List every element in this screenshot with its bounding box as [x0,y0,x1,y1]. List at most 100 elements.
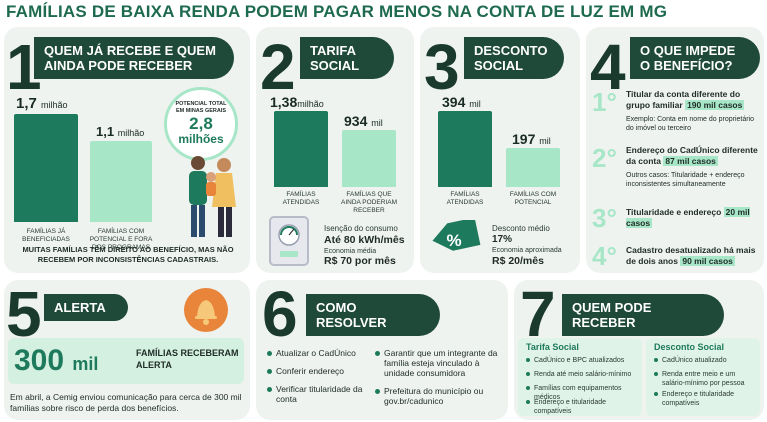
exempt-value: Até 80 kWh/mês [324,234,405,246]
section-4-panel: 4 O QUE IMPEDE O BENEFÍCIO? 1° Titular d… [586,27,764,273]
page-title: FAMÍLIAS DE BAIXA RENDA PODEM PAGAR MENO… [6,2,668,21]
bar-value: 934 mil [344,113,383,129]
potential-unit: milhões [178,132,224,146]
reason-text: Cadastro desatualizado há mais de dois a… [626,245,756,266]
reason-text: Titularidade e endereço [626,207,722,217]
criterion: Endereço e titularidade compatíveis [526,398,638,416]
potential-circle: POTENCIAL TOTAL EM MINAS GERAIS 2,8 milh… [164,87,238,161]
section-6-panel: 6 COMO RESOLVER Atualizar o CadÚnico Con… [256,280,508,420]
section-number: 6 [262,280,298,350]
value-number: 1,7 [16,95,37,112]
reason-count: 87 mil casos [663,156,718,166]
svg-text:%: % [446,231,461,250]
bar-caption: FAMÍLIAS ATENDIDAS [282,191,320,206]
solution-item: Garantir que um integrante da família es… [375,348,502,378]
bar-caption: FAMÍLIAS COM POTENCIAL [509,191,557,206]
saving-label: Economia aproximada [492,247,562,254]
electric-meter-icon [269,216,309,266]
reason-1: Titular da conta diferente do grupo fami… [626,89,758,111]
bar-value: 1,38milhão [270,94,324,110]
section-7-panel: 7 QUEM PODE RECEBER Tarifa Social CadÚni… [514,280,764,420]
value-unit: mil [371,118,383,128]
potential-label: POTENCIAL TOTAL EM MINAS GERAIS [175,101,227,114]
reason-3: Titularidade e endereço 20 mil casos [626,207,758,229]
reason-4: Cadastro desatualizado há mais de dois a… [626,245,758,267]
bar-value: 197 mil [512,131,551,147]
bar-beneficiadas [14,114,78,222]
solution-item: Atualizar o CadÚnico [267,348,366,358]
bar-caption: FAMÍLIAS COM POTENCIAL E FORA DOS PROGRA… [89,228,153,251]
solution-item: Prefeitura do município ou gov.br/caduni… [375,386,502,406]
value-unit: milhão [41,100,68,110]
criterion: Renda entre meio e um salário-mínimo por… [654,370,756,388]
section-heading: ALERTA [44,294,128,321]
saving-value: R$ 20/mês [492,255,544,267]
value-number: 1,38 [270,94,298,110]
eligibility-col-tarifa: Tarifa Social CadÚnico e BPC atualizados… [518,338,642,416]
col-title: Tarifa Social [526,342,579,352]
section-note: MUITAS FAMÍLIAS TÊM DIREITO AO BENEFÍCIO… [22,245,234,264]
alert-number: 300 [14,344,65,377]
value-number: 1,1 [96,124,115,139]
section-1-panel: 1 QUEM JÁ RECEBE E QUEM AINDA PODE RECEB… [4,27,250,273]
criterion: CadÚnico e BPC atualizados [526,356,638,365]
criterion: Renda até meio salário-mínimo [526,370,638,379]
value-unit: mil [469,99,481,109]
bar-value: 1,7 milhão [16,95,68,112]
bar-caption: FAMÍLIAS QUE AINDA PODERIAM RECEBER [341,191,397,214]
discount-label: Desconto médio [492,224,550,233]
reason-count: 190 mil casos [685,100,745,110]
exempt-label: Isenção do consumo [324,224,398,233]
value-number: 197 [512,131,536,147]
section-heading: COMO RESOLVER [306,294,440,336]
reason-text: Titular da conta diferente do grupo fami… [626,89,741,110]
reason-2-note: Outros casos: Titularidade + endereço in… [626,172,745,188]
col-title: Desconto Social [654,342,725,352]
saving-value: R$ 70 por mês [324,255,396,267]
reason-1-note: Exemplo: Conta em nome do proprietário d… [626,116,755,132]
alert-box: 300 mil FAMÍLIAS RECEBERAM ALERTA [8,338,244,384]
rank-1: 1° [592,87,617,117]
section-heading: QUEM PODE RECEBER [562,294,724,336]
section-3-panel: 3 DESCONTO SOCIAL 394 mil FAMÍLIAS ATEND… [420,27,580,273]
discount-value: 17% [492,234,513,245]
alert-value: 300 mil [14,344,98,381]
section-number: 7 [520,280,556,350]
section-number: 5 [6,280,42,350]
bar-caption: FAMÍLIAS ATENDIDAS [446,191,484,206]
eligibility-col-desconto: Desconto Social CadÚnico atualizado Rend… [646,338,760,416]
criterion: Famílias com equipamentos médicos [526,384,638,402]
section-heading: TARIFA SOCIAL [300,37,394,79]
reason-count: 90 mil casos [680,256,735,266]
bar-value: 394 mil [442,94,481,110]
rank-2: 2° [592,143,617,173]
section-5-panel: 5 ALERTA 300 mil FAMÍLIAS RECEBERAM ALER… [4,280,250,420]
section-number: 4 [590,31,626,103]
bar-atendidas [438,111,492,187]
saving-label: Economia média [324,248,377,255]
criterion: CadÚnico atualizado [654,356,756,365]
section-number: 3 [424,31,460,103]
bar-atendidas [274,111,328,187]
section-number: 2 [260,31,296,103]
reason-2: Endereço do CadÚnico diferente da conta … [626,145,758,167]
criterion: Endereço e titularidade compatíveis [654,390,756,408]
alert-text: Em abril, a Cemig enviou comunicação par… [10,392,242,413]
value-unit: milhão [297,99,324,109]
reason-text: Endereço do CadÚnico diferente da conta [626,145,758,166]
solution-item: Conferir endereço [267,366,366,376]
section-heading: O QUE IMPEDE O BENEFÍCIO? [630,37,760,79]
value-number: 934 [344,113,368,129]
alert-label: FAMÍLIAS RECEBERAM ALERTA [136,348,239,370]
bar-potencial [90,141,152,222]
potential-value: 2,8 [189,114,213,133]
bar-potencial [506,148,560,187]
solution-item: Verificar titularidade da conta [267,384,366,404]
value-unit: milhão [117,128,145,138]
bar-caption: FAMÍLIAS JÁ BENEFICIADAS [22,228,70,243]
value-number: 394 [442,94,466,110]
section-heading: DESCONTO SOCIAL [464,37,564,79]
rank-4: 4° [592,241,617,271]
bell-icon [184,288,228,332]
section-heading: QUEM JÁ RECEBE E QUEM AINDA PODE RECEBER [34,37,234,79]
